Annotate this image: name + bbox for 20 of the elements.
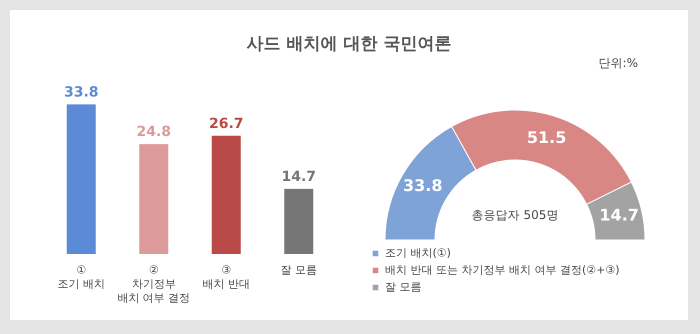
- data-label: 24.8: [136, 124, 172, 140]
- bar: [212, 136, 241, 254]
- bar: [139, 144, 168, 254]
- x-tick-label: 잘 모름: [280, 264, 317, 276]
- text: 총응답자 505명: [472, 208, 558, 222]
- legend-label: 배치 반대 또는 차기정부 배치 여부 결정(②+③): [385, 264, 620, 276]
- legend-label: 조기 배치(①): [385, 246, 451, 260]
- chart-title: 사드 배치에 대한 국민여론: [246, 33, 452, 55]
- text: 단위:%: [598, 55, 638, 72]
- bar: [284, 188, 314, 254]
- x-tick-label: ③ 배치 반대: [202, 264, 250, 290]
- x-tick-label: ① 조기 배치: [58, 264, 105, 290]
- data-label: 33.8: [64, 84, 99, 100]
- data-label: 51.5: [526, 128, 566, 147]
- data-label: 33.8: [402, 176, 442, 195]
- data-label: 14.7: [599, 206, 639, 225]
- x-tick-label: ② 차기정부 배치 여부 결정: [117, 264, 190, 304]
- data-label: 14.7: [281, 168, 316, 185]
- data-label: 26.7: [208, 116, 244, 132]
- bar: [66, 104, 96, 254]
